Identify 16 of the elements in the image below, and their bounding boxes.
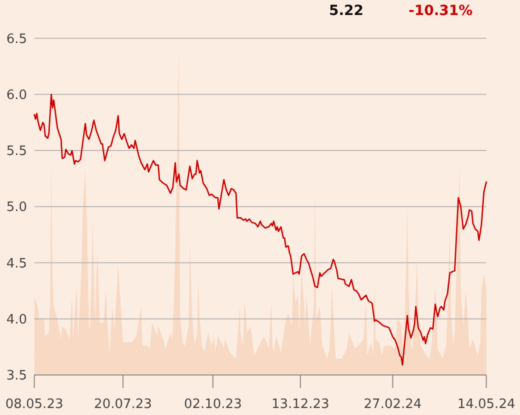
x-tick-label: 02.10.23 (184, 397, 242, 412)
y-tick-label: 3.5 (6, 368, 27, 384)
text: -10.31% (408, 3, 473, 19)
y-tick-label: 5.0 (6, 200, 27, 216)
x-tick-label: 08.05.23 (5, 397, 64, 412)
x-tick-label: 13.12.23 (271, 397, 330, 412)
y-tick-label: 6.5 (6, 32, 27, 47)
line-series (34, 94, 487, 366)
text: 5.22 (328, 3, 364, 19)
x-tick-label: 14.05.24 (457, 397, 516, 412)
y-tick-label: 4.5 (6, 256, 27, 272)
y-tick-label: 5.5 (6, 144, 27, 160)
x-tick-label: 27.02.24 (364, 397, 422, 412)
y-tick-label: 4.0 (6, 312, 27, 328)
y-tick-label: 6.0 (6, 88, 27, 103)
x-tick-label: 20.07.23 (94, 397, 152, 412)
